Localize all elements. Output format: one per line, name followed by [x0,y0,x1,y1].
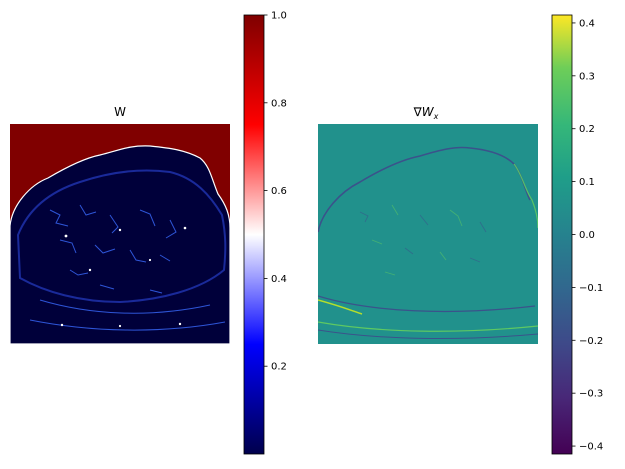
colorbar-gradient-tick-label-6: −0.2 [579,336,603,347]
heatmap-w-inner-rim [16,169,227,304]
panel-gradient-title-subscript: x [433,112,439,121]
heatmap-w-texture [29,204,226,331]
colorbar-gradient-tick-label-1: 0.3 [579,71,595,82]
colorbar-w-tick-label-4: 0.2 [271,362,287,373]
heatmap-gradient-body-outline-light [513,163,538,229]
panel-w-title: W [114,105,126,119]
panel-gradient-title-main: ∇W [413,105,435,119]
colorbar-gradient-ticks: 0.4 0.3 0.2 0.1 0.0 −0.1 −0.2 −0.3 −0.4 [572,18,603,453]
colorbar-gradient: 0.4 0.3 0.2 0.1 0.0 −0.1 −0.2 −0.3 −0.4 [551,14,603,455]
colorbar-gradient-gradient [551,14,573,455]
heatmap-gradient-texture [359,204,487,276]
colorbar-gradient-tick-label-7: −0.3 [579,389,603,400]
colorbar-gradient-tick-label-5: −0.1 [579,283,603,294]
colorbar-w-gradient [243,14,265,455]
panel-w: W 1.0 0.8 0.6 0.4 0.2 [10,11,287,455]
panel-gradient: ∇Wx 0.4 0.3 0.2 0.1 0.0 −0.1 −0.2 −0.3 −0.4 [318,14,603,455]
colorbar-gradient-tick-label-4: 0.0 [579,230,595,241]
colorbar-gradient-tick-label-2: 0.2 [579,124,595,135]
colorbar-gradient-tick-label-8: −0.4 [579,442,603,453]
colorbar-w-tick-label-3: 0.4 [271,274,287,285]
colorbar-w-tick-label-2: 0.6 [271,186,287,197]
heatmap-gradient-lower-edge-1 [318,295,536,313]
colorbar-gradient-tick-label-3: 0.1 [579,177,595,188]
heatmap-gradient-lower-edge-3 [318,321,538,332]
heatmap-gradient-lower-edge-4 [318,329,538,339]
colorbar-w-tick-label-0: 1.0 [271,11,287,22]
heatmap-gradient [318,124,538,344]
panel-gradient-title: ∇Wx [413,105,439,121]
colorbar-w: 1.0 0.8 0.6 0.4 0.2 [243,11,287,455]
heatmap-gradient-background [318,124,538,344]
colorbar-gradient-tick-label-0: 0.4 [579,18,595,29]
heatmap-gradient-lower-edge-2 [318,299,363,315]
colorbar-w-tick-label-1: 0.8 [271,98,287,109]
heatmap-w-highlights [60,226,187,328]
colorbar-w-ticks: 1.0 0.8 0.6 0.4 0.2 [264,11,287,373]
heatmap-w [10,124,230,344]
